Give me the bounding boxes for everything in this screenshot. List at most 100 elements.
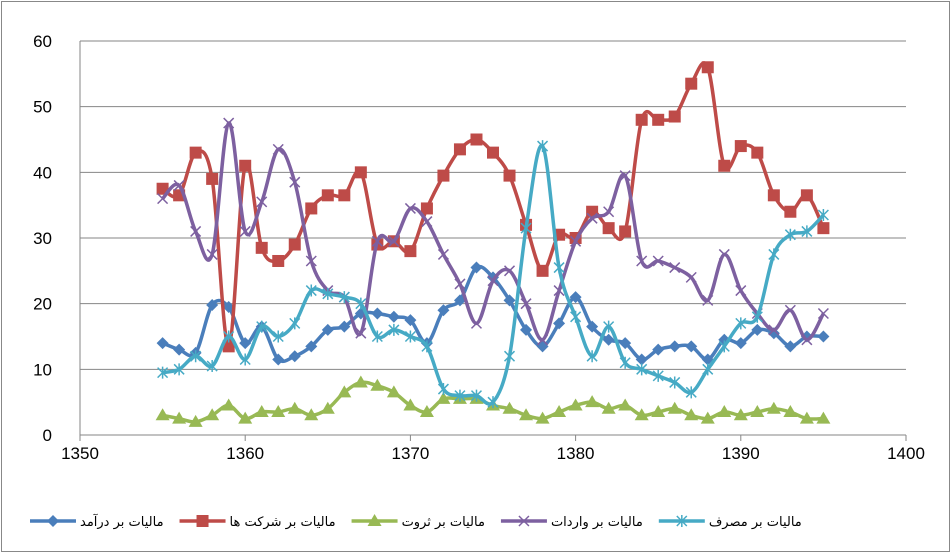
marker [766, 401, 781, 414]
marker [206, 248, 218, 260]
marker [801, 334, 813, 346]
marker [206, 172, 219, 185]
marker [668, 340, 681, 353]
marker [718, 159, 731, 172]
marker [570, 235, 582, 247]
marker [470, 389, 483, 402]
marker [800, 189, 813, 202]
marker [157, 366, 169, 379]
marker [173, 179, 185, 191]
marker [634, 408, 649, 421]
marker [305, 340, 318, 353]
marker [355, 297, 367, 310]
legend-label: مالیات بر مصرف [709, 515, 802, 530]
marker [206, 298, 219, 311]
marker [503, 350, 516, 363]
marker [652, 343, 665, 356]
marker [518, 515, 530, 527]
marker [223, 117, 235, 129]
marker [222, 340, 235, 353]
marker [817, 330, 830, 343]
marker [603, 320, 615, 333]
y-tick-label: 60 [33, 32, 52, 51]
marker [768, 248, 780, 261]
marker [371, 307, 384, 320]
marker [338, 291, 350, 304]
marker [353, 375, 368, 388]
marker [667, 401, 682, 414]
marker [784, 205, 797, 218]
marker [685, 340, 698, 353]
y-tick-label: 30 [33, 229, 52, 248]
y-tick-label: 0 [43, 426, 52, 445]
x-tick-label: 1400 [887, 444, 925, 463]
marker [239, 225, 251, 237]
marker [157, 193, 169, 205]
marker [684, 408, 699, 421]
marker [254, 405, 269, 418]
marker [503, 169, 516, 182]
marker [635, 113, 648, 126]
marker [354, 166, 367, 179]
marker [371, 235, 383, 247]
marker [322, 287, 334, 300]
marker [404, 330, 416, 343]
marker [305, 255, 317, 267]
marker [288, 238, 301, 251]
marker [337, 385, 352, 398]
marker [652, 369, 664, 382]
marker [735, 317, 747, 330]
marker [206, 360, 218, 373]
marker [669, 376, 681, 389]
marker [817, 209, 829, 222]
marker [586, 320, 599, 333]
marker [321, 189, 334, 202]
marker [676, 515, 688, 527]
y-tick-label: 20 [33, 295, 52, 314]
marker [419, 405, 434, 418]
marker [271, 405, 286, 418]
marker [750, 405, 765, 418]
marker [817, 307, 829, 320]
marker [173, 343, 186, 356]
marker [289, 317, 301, 330]
marker [370, 378, 385, 391]
marker [172, 411, 187, 424]
marker [256, 196, 268, 208]
marker [767, 189, 780, 202]
legend-label: مالیات بر ثروت [402, 515, 485, 530]
marker [718, 248, 730, 260]
marker [717, 405, 732, 418]
marker [156, 337, 169, 350]
x-tick-label: 1380 [557, 444, 595, 463]
marker [651, 405, 666, 418]
marker [223, 330, 235, 343]
marker [387, 310, 400, 323]
marker [173, 363, 185, 376]
marker [222, 300, 235, 313]
y-tick-label: 50 [33, 98, 52, 117]
marker [669, 262, 681, 274]
marker [221, 398, 236, 411]
marker [520, 323, 533, 336]
marker [487, 275, 499, 287]
marker [272, 254, 285, 267]
marker [367, 514, 382, 526]
marker [470, 317, 483, 329]
marker [585, 395, 600, 408]
marker [388, 235, 400, 247]
marker [700, 411, 715, 424]
marker [404, 202, 416, 214]
marker [784, 228, 796, 241]
marker [239, 353, 251, 366]
marker [386, 385, 401, 398]
legend-label: مالیات بر درآمد [80, 513, 164, 530]
marker [454, 389, 466, 402]
marker [305, 202, 318, 215]
marker [685, 271, 697, 283]
marker [503, 294, 516, 307]
marker [816, 411, 831, 424]
marker [256, 320, 268, 333]
marker [784, 340, 797, 353]
marker [801, 225, 813, 238]
